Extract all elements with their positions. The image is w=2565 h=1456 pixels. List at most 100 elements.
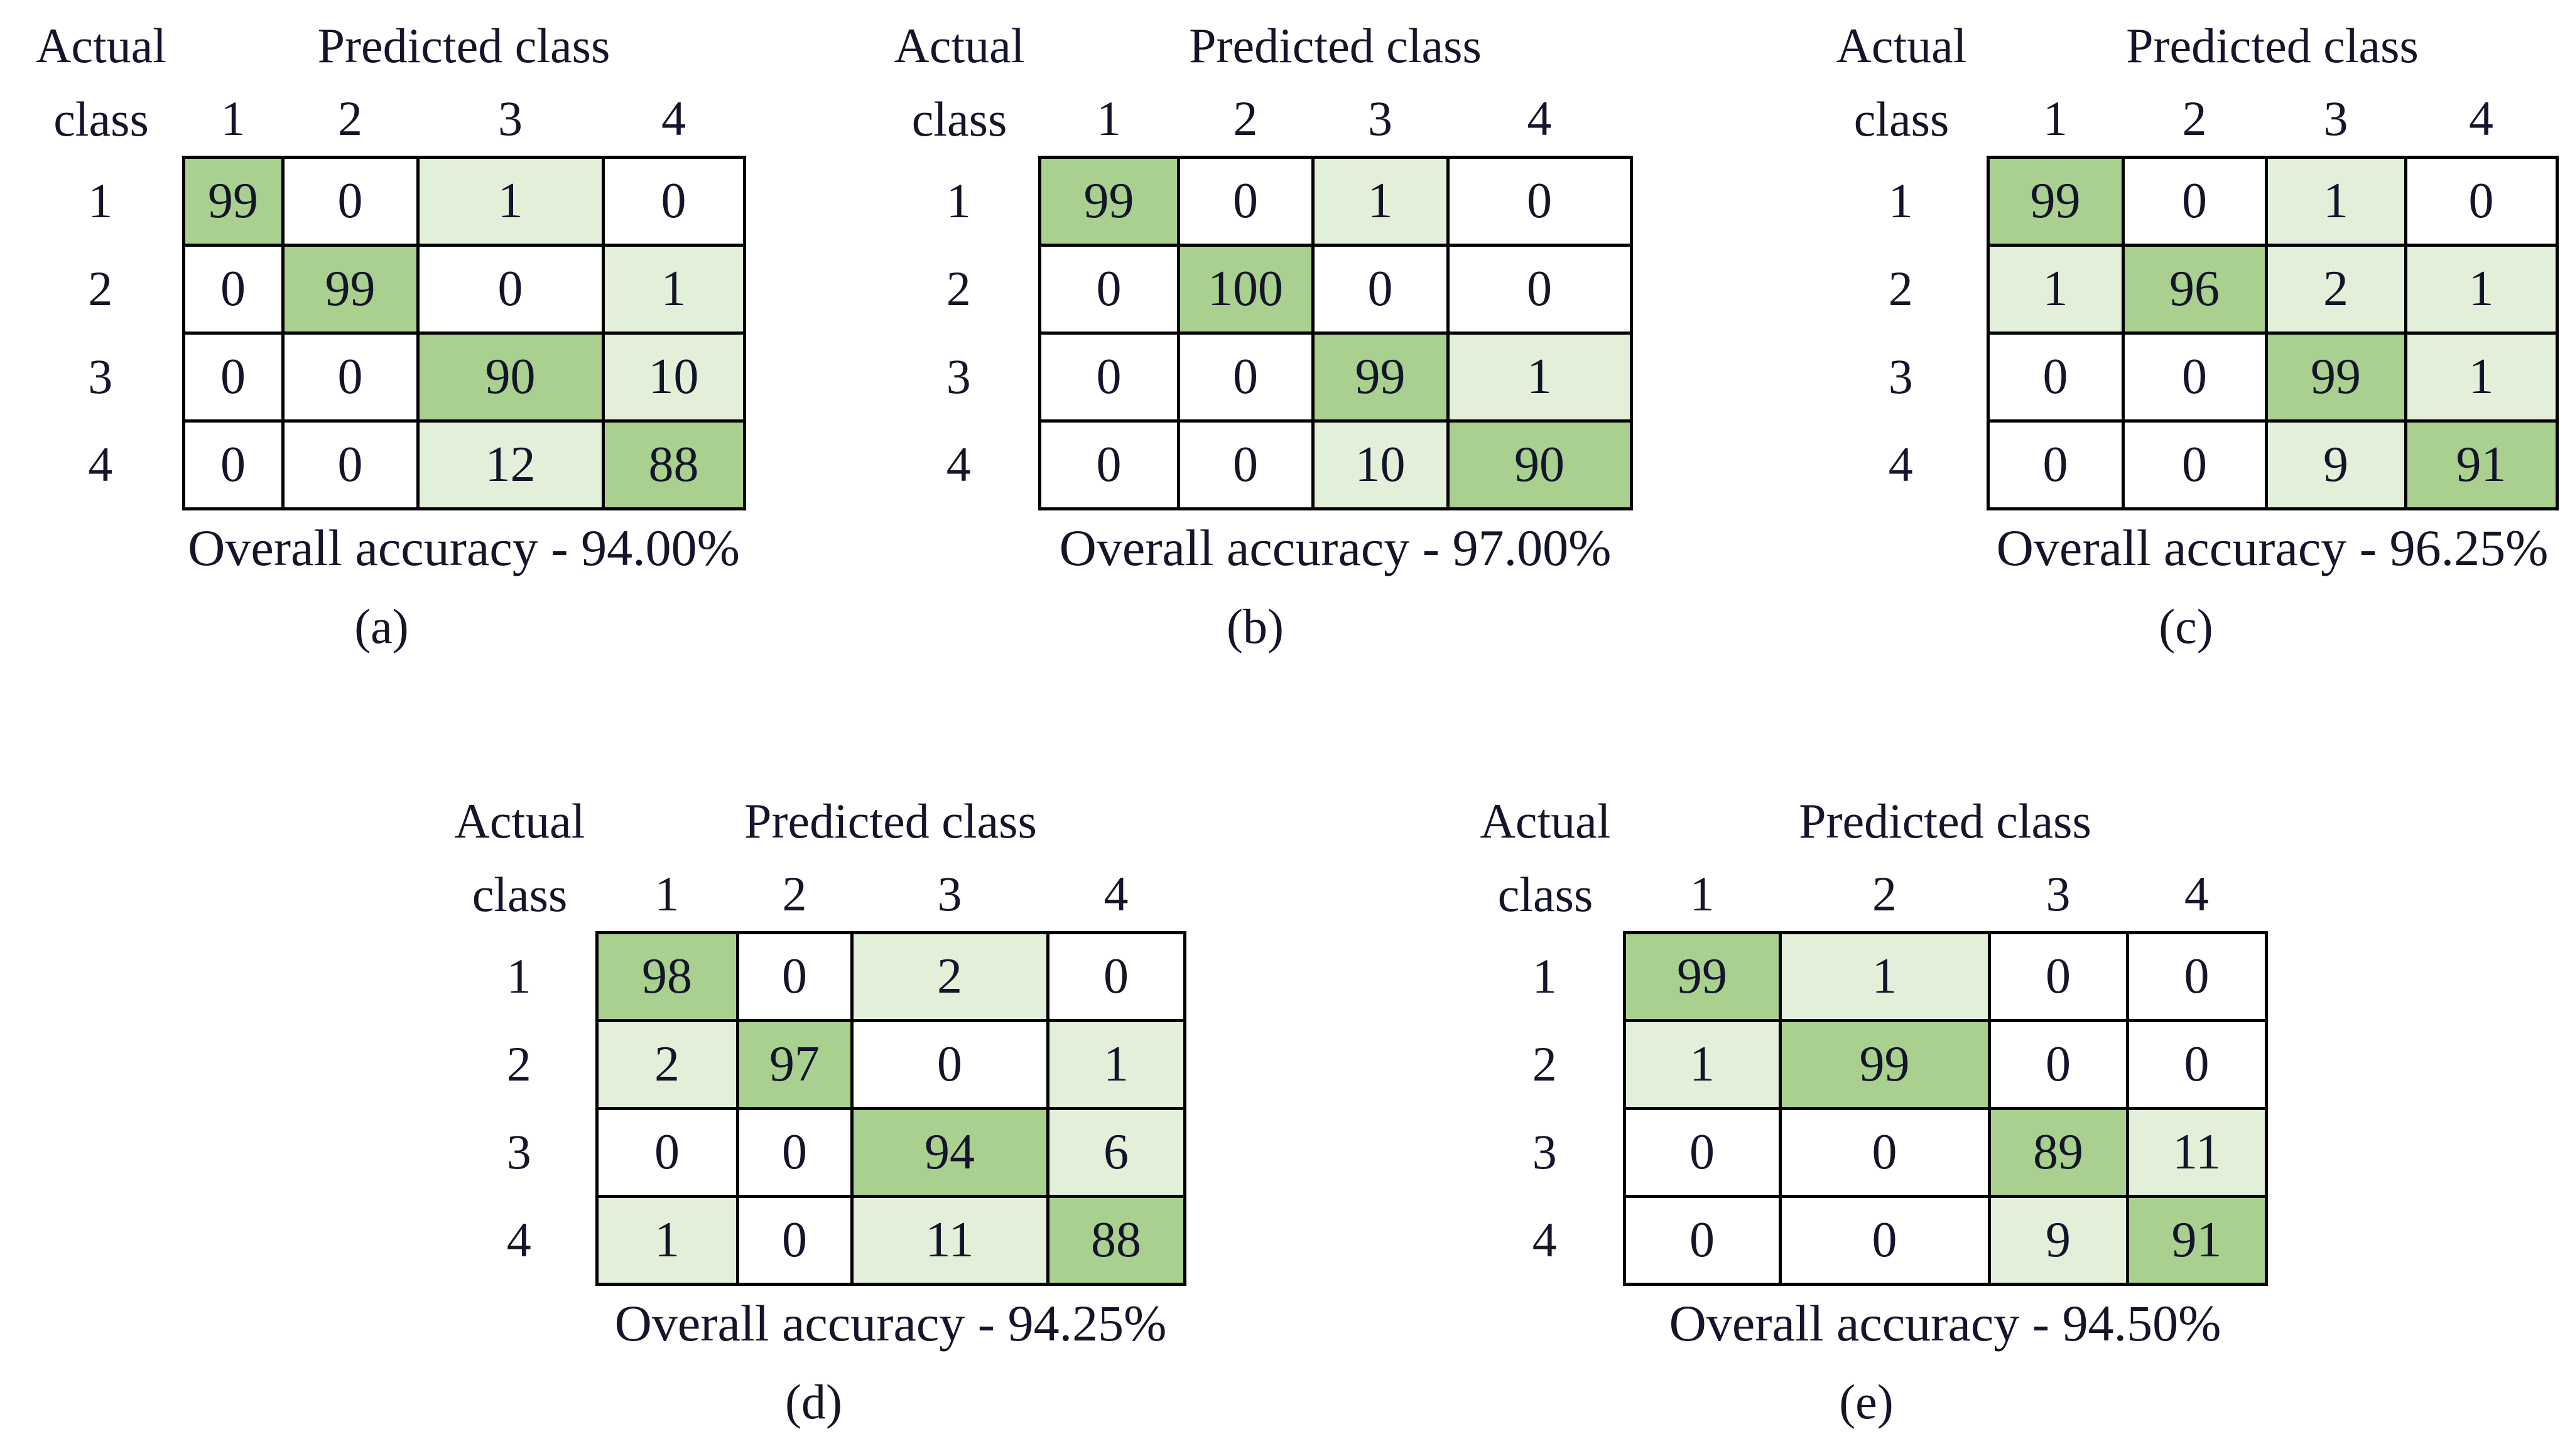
header-row-2-b: class 1 2 3 4 <box>879 82 1631 157</box>
cell-b-r1c3: 1 <box>1311 155 1450 247</box>
col-header-d-2: 2 <box>782 866 807 921</box>
cell-e-r4c4: 91 <box>2125 1194 2268 1286</box>
cell-a-r1c1: 99 <box>182 155 285 247</box>
actual-label-c: Actual <box>1836 18 1967 73</box>
cell-b-r1c1: 99 <box>1038 155 1180 247</box>
cell-c-r1c2: 0 <box>2121 155 2268 247</box>
cell-e-r3c2: 0 <box>1778 1106 1991 1198</box>
cell-d-r3c2: 0 <box>735 1106 854 1198</box>
cell-d-r3c4: 6 <box>1046 1106 1186 1198</box>
row-header-e-1: 1 <box>1532 949 1557 1003</box>
cell-b-r2c3: 0 <box>1311 243 1450 335</box>
actual-label-e: Actual <box>1480 793 1611 848</box>
matrix-row-a-2: 2 0 99 0 1 <box>19 243 746 335</box>
matrix-row-e-4: 4 0 0 9 91 <box>1467 1194 2268 1286</box>
panel-a: Actual Predicted class class 1 2 3 4 1 99 0 1 0 2 0 99… <box>19 9 746 675</box>
caption-row-a: Overall accuracy - 94.00% <box>19 509 744 578</box>
caption-row-c: Overall accuracy - 96.25% <box>1815 509 2557 578</box>
predicted-class-label-b: Predicted class <box>1189 18 1482 73</box>
cell-d-r2c4: 1 <box>1046 1018 1186 1110</box>
cell-c-r2c4: 1 <box>2404 243 2559 335</box>
matrix-row-c-4: 4 0 0 9 91 <box>1815 419 2559 510</box>
panel-label-row-c: (c) <box>1815 578 2557 675</box>
cell-c-r3c2: 0 <box>2121 331 2268 423</box>
col-header-b-4: 4 <box>1527 90 1552 146</box>
confusion-matrix-e: Actual Predicted class class 1 2 3 4 1 99 1 0 0 2 1 99… <box>1467 785 2268 1450</box>
actual-label-a: Actual <box>36 18 166 73</box>
panel-label-e: (e) <box>1839 1374 1894 1429</box>
class-label-a: class <box>53 92 149 146</box>
predicted-class-label-a: Predicted class <box>317 18 610 73</box>
confusion-matrix-c: Actual Predicted class class 1 2 3 4 1 99 0 1 0 2 1 96… <box>1815 9 2559 675</box>
panel-e: Actual Predicted class class 1 2 3 4 1 99 1 0 0 2 1 99… <box>1467 785 2268 1450</box>
cell-c-r1c4: 0 <box>2404 155 2559 247</box>
cell-e-r4c1: 0 <box>1622 1194 1782 1286</box>
cell-e-r2c3: 0 <box>1987 1018 2129 1110</box>
row-header-d-3: 3 <box>506 1124 531 1179</box>
col-header-a-1: 1 <box>220 90 246 146</box>
class-label-b: class <box>911 92 1007 146</box>
cell-c-r1c1: 99 <box>1986 155 2125 247</box>
cell-a-r3c1: 0 <box>182 331 285 423</box>
row-header-c-2: 2 <box>1888 261 1913 316</box>
cell-b-r1c4: 0 <box>1446 155 1633 247</box>
cell-e-r1c3: 0 <box>1987 930 2129 1022</box>
cell-c-r2c3: 2 <box>2264 243 2407 335</box>
panel-label-b: (b) <box>1227 598 1284 654</box>
cell-d-r4c3: 11 <box>850 1194 1049 1286</box>
cell-a-r3c2: 0 <box>281 331 420 423</box>
header-row-1-e: Actual Predicted class <box>1467 785 2266 857</box>
row-header-d-2: 2 <box>506 1037 531 1091</box>
panel-b: Actual Predicted class class 1 2 3 4 1 99 0 1 0 2 0 10… <box>879 9 1633 675</box>
cell-e-r4c2: 0 <box>1778 1194 1991 1286</box>
panel-d: Actual Predicted class class 1 2 3 4 1 98 0 2 0 2 2 97… <box>443 785 1186 1450</box>
row-header-c-3: 3 <box>1888 349 1913 404</box>
matrix-row-d-3: 3 0 0 94 6 <box>443 1106 1186 1198</box>
col-header-a-2: 2 <box>338 90 362 146</box>
row-header-e-3: 3 <box>1532 1124 1557 1179</box>
cell-c-r3c4: 1 <box>2404 331 2559 423</box>
cell-b-r2c2: 100 <box>1176 243 1315 335</box>
cell-e-r1c4: 0 <box>2125 930 2268 1022</box>
matrix-row-a-3: 3 0 0 90 10 <box>19 331 746 423</box>
cell-d-r2c1: 2 <box>595 1018 739 1110</box>
cell-d-r1c2: 0 <box>735 930 854 1022</box>
cell-e-r2c2: 99 <box>1778 1018 1991 1110</box>
cell-a-r3c3: 90 <box>416 331 605 423</box>
actual-label-d: Actual <box>454 793 585 848</box>
row-header-e-4: 4 <box>1532 1212 1557 1267</box>
col-header-c-4: 4 <box>2469 90 2493 146</box>
matrix-row-b-1: 1 99 0 1 0 <box>879 155 1633 247</box>
col-header-e-3: 3 <box>2046 866 2071 921</box>
cell-a-r4c3: 12 <box>416 419 605 510</box>
col-header-b-2: 2 <box>1233 90 1258 146</box>
class-label-e: class <box>1497 867 1593 922</box>
accuracy-caption-d: Overall accuracy - 94.25% <box>614 1295 1167 1352</box>
cell-b-r2c1: 0 <box>1038 243 1180 335</box>
col-header-b-3: 3 <box>1368 90 1392 146</box>
caption-spacer-d <box>443 1284 597 1353</box>
caption-spacer-b <box>879 509 1039 578</box>
accuracy-caption-c: Overall accuracy - 96.25% <box>1996 519 2549 576</box>
matrix-row-c-2: 2 1 96 2 1 <box>1815 243 2559 335</box>
cell-d-r2c2: 97 <box>735 1018 854 1110</box>
cell-e-r2c4: 0 <box>2125 1018 2268 1110</box>
cell-d-r4c1: 1 <box>595 1194 739 1286</box>
cell-d-r2c3: 0 <box>850 1018 1049 1110</box>
cell-e-r1c2: 1 <box>1778 930 1991 1022</box>
matrix-row-c-3: 3 0 0 99 1 <box>1815 331 2559 423</box>
cell-c-r3c3: 99 <box>2264 331 2407 423</box>
panel-label-a: (a) <box>354 598 409 654</box>
cell-e-r3c4: 11 <box>2125 1106 2268 1198</box>
row-header-c-4: 4 <box>1888 437 1913 492</box>
confusion-matrix-a: Actual Predicted class class 1 2 3 4 1 99 0 1 0 2 0 99… <box>19 9 746 675</box>
header-row-2-d: class 1 2 3 4 <box>443 857 1185 932</box>
matrix-row-e-3: 3 0 0 89 11 <box>1467 1106 2268 1198</box>
matrix-row-b-2: 2 0 100 0 0 <box>879 243 1633 335</box>
row-header-d-1: 1 <box>506 949 531 1003</box>
col-header-e-4: 4 <box>2184 866 2209 921</box>
header-row-1-b: Actual Predicted class <box>879 9 1631 82</box>
col-header-d-3: 3 <box>937 866 962 921</box>
panel-label-d: (d) <box>785 1374 842 1429</box>
